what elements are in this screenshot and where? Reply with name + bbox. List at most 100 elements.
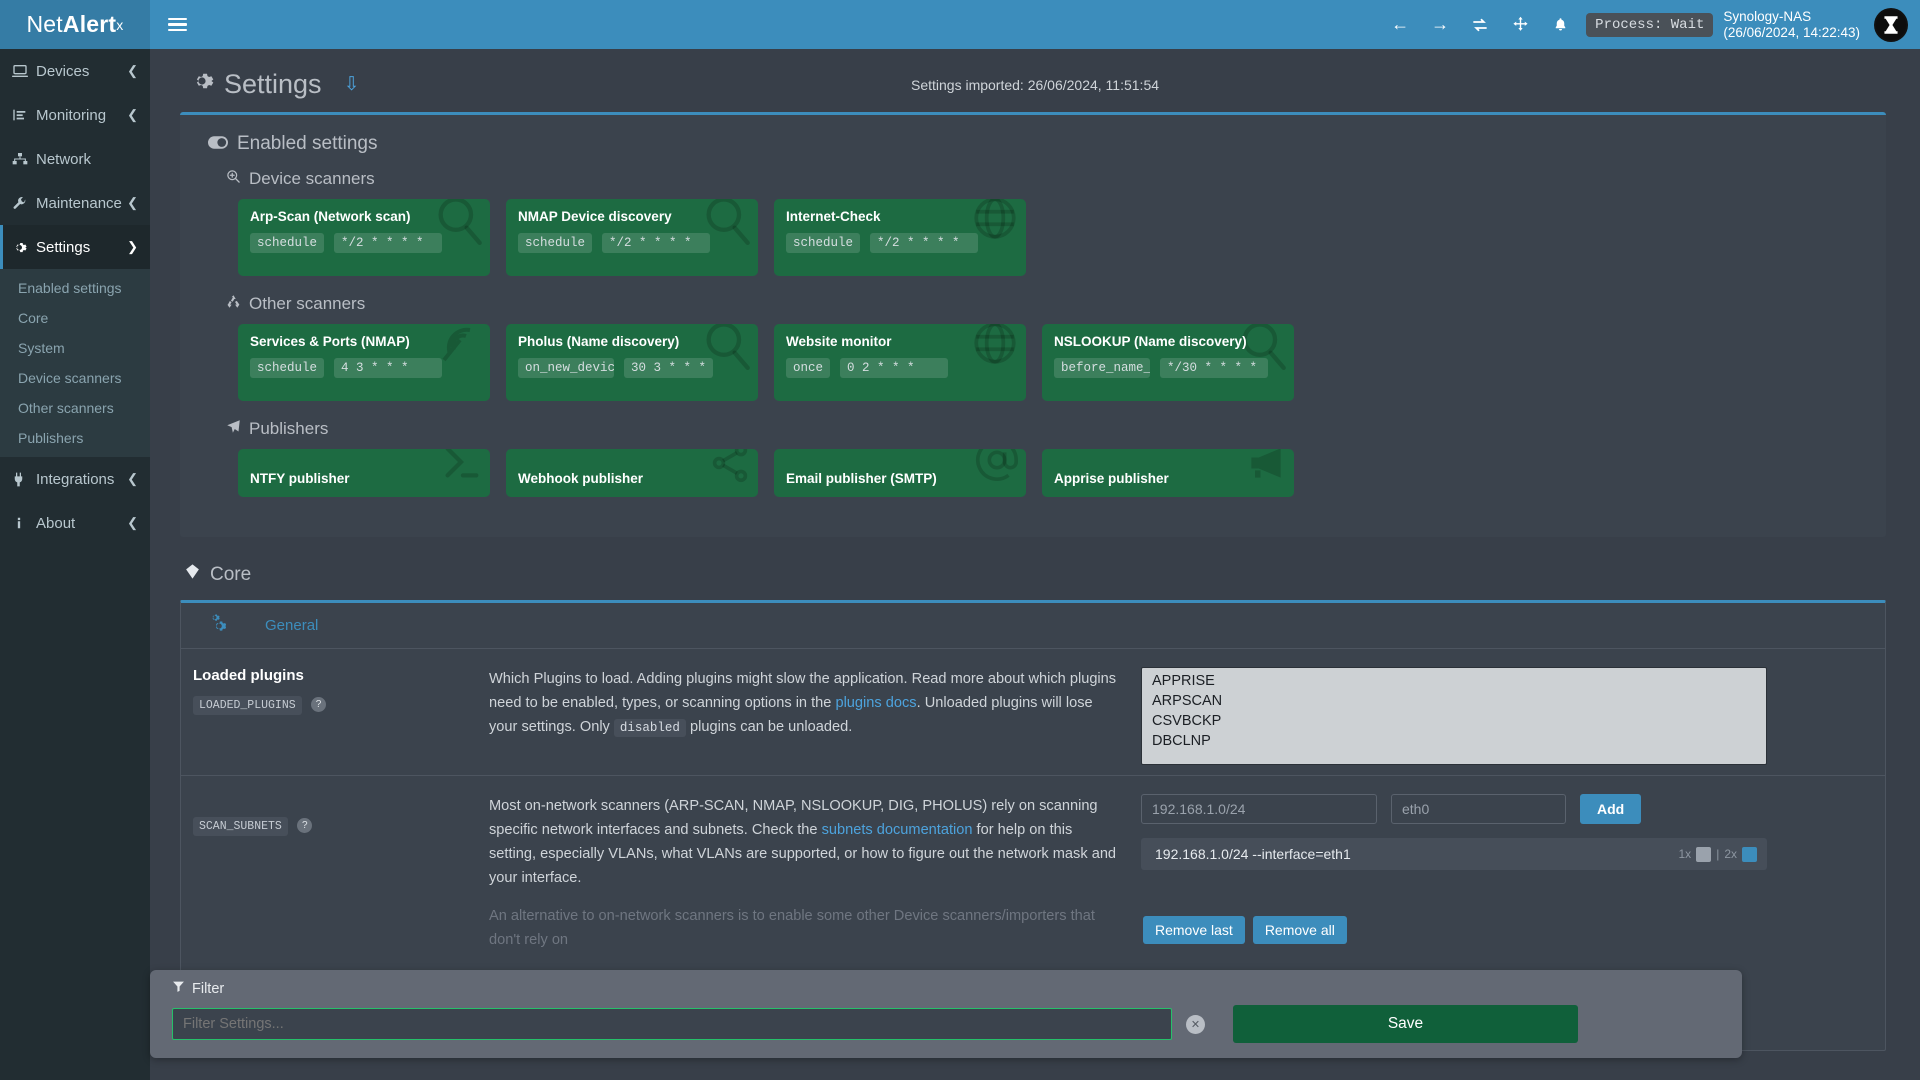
brand-part2: Alert (62, 11, 117, 37)
plug-icon (12, 472, 36, 487)
enabled-settings-label: Enabled settings (237, 133, 378, 154)
sidebar-subitem-other-scanners[interactable]: Other scanners (18, 400, 114, 416)
card-tag-key: before_name_upd (1054, 358, 1150, 378)
card-title: Apprise publisher (1054, 470, 1169, 486)
core-title: Core (184, 563, 1886, 586)
subnet-input[interactable]: 192.168.1.0/24 (1141, 794, 1377, 824)
remove-all-button[interactable]: Remove all (1252, 916, 1347, 944)
sidebar-item-devices[interactable]: Devices ❮ (0, 49, 150, 93)
chevron-double-down-icon[interactable]: ⇩ (343, 74, 360, 95)
sidebar-item-label: Integrations (36, 470, 115, 488)
desc-cut-text: An alternative to on-network scanners is… (489, 908, 1095, 948)
avatar[interactable] (1874, 7, 1908, 42)
sidebar-subitem-core[interactable]: Core (18, 310, 49, 326)
brand-logo[interactable]: Net Alert x (0, 0, 150, 49)
card-tags: once 0 2 * * * (786, 358, 1014, 378)
arrow-right-icon[interactable]: → (1431, 14, 1450, 34)
help-icon[interactable]: ? (311, 697, 327, 712)
sidebar-item-integrations[interactable]: Integrations ❮ (0, 457, 150, 501)
device-scanners-card-row: Arp-Scan (Network scan) schedule */2 * *… (238, 199, 1868, 276)
sidebar-subitem-system[interactable]: System (18, 340, 65, 356)
hamburger-icon[interactable] (150, 0, 204, 49)
gears-icon[interactable] (181, 614, 251, 637)
scanner-card-website-monitor[interactable]: Website monitor once 0 2 * * * (774, 324, 1026, 401)
sidebar-item-about[interactable]: About ❮ (0, 501, 150, 545)
enabled-settings-box: Enabled settings Device scanners Arp-Sca… (180, 112, 1886, 537)
core-label: Core (210, 563, 252, 585)
list-item[interactable]: ARPSCAN (1152, 693, 1223, 709)
chevron-left-icon: ❮ (127, 107, 138, 122)
filter-input[interactable] (172, 1008, 1172, 1040)
publisher-card-webhook[interactable]: Webhook publisher (506, 449, 758, 497)
tab-general[interactable]: General (265, 617, 319, 634)
sidebar-subitem-enabled-settings[interactable]: Enabled settings (18, 280, 122, 296)
publishers-card-row: NTFY publisher Webhook publisher Email p… (238, 449, 1868, 497)
other-scanners-label: Other scanners (249, 294, 366, 313)
sidebar-subitem-publishers[interactable]: Publishers (18, 430, 84, 446)
chart-icon (12, 108, 36, 122)
sidebar-item-settings[interactable]: Settings ❯ (0, 225, 150, 269)
list-item[interactable]: CSVBCKP (1152, 713, 1222, 729)
save-button[interactable]: Save (1233, 1005, 1578, 1043)
scanner-card-pholus[interactable]: Pholus (Name discovery) on_new_device 30… (506, 324, 758, 401)
setting-label-block: Loaded plugins LOADED_PLUGINS ? (181, 667, 481, 765)
loaded-plugins-listbox[interactable]: APPRISE ARPSCAN CSVBCKP DBCLNP (1141, 667, 1767, 765)
card-title: Email publisher (SMTP) (786, 470, 937, 486)
globe-icon (970, 324, 1020, 382)
bell-icon[interactable] (1540, 0, 1580, 49)
publisher-card-apprise[interactable]: Apprise publisher (1042, 449, 1294, 497)
interface-input[interactable]: eth0 (1391, 794, 1566, 824)
move-icon[interactable] (1500, 0, 1540, 49)
setting-row-loaded-plugins: Loaded plugins LOADED_PLUGINS ? Which Pl… (181, 649, 1885, 776)
page-title: Settings ⇩ (190, 69, 359, 100)
desc-part-1: Which Plugins to load. Adding plugins mi… (489, 671, 1117, 711)
copy-icon[interactable] (1696, 846, 1712, 862)
arrow-left-icon[interactable]: ← (1391, 14, 1410, 34)
publisher-card-email[interactable]: Email publisher (SMTP) (774, 449, 1026, 497)
diamond-icon (184, 563, 201, 586)
other-scanners-heading: Other scanners (226, 294, 1868, 314)
sidebar-item-label: Maintenance (36, 194, 122, 212)
chart-mini-icon[interactable] (1742, 846, 1757, 862)
sidebar-item-monitoring[interactable]: Monitoring ❮ (0, 93, 150, 137)
process-status-badge: Process: Wait (1586, 12, 1714, 37)
brand-part1: Net (26, 11, 63, 37)
scanner-card-services-ports[interactable]: Services & Ports (NMAP) schedule 4 3 * *… (238, 324, 490, 401)
desc-part-1: Most on-network scanners (ARP-SCAN, NMAP… (489, 798, 1098, 838)
sitemap-icon (12, 152, 36, 166)
search-plus-icon (226, 169, 241, 189)
search-icon (700, 324, 752, 384)
page-title-text: Settings (224, 69, 322, 99)
main-content: Settings ⇩ Settings imported: 26/06/2024… (150, 49, 1920, 1080)
setting-key: LOADED_PLUGINS (193, 696, 302, 715)
card-tag-key: schedule (250, 233, 325, 253)
card-title: NTFY publisher (250, 470, 350, 486)
subnet-list-item[interactable]: 192.168.1.0/24 --interface=eth1 1x | 2x (1141, 838, 1767, 870)
card-tag-value: 0 2 * * * (840, 358, 949, 378)
publisher-card-ntfy[interactable]: NTFY publisher (238, 449, 490, 497)
brand-superscript: x (116, 16, 124, 33)
refresh-icon[interactable] (1460, 0, 1500, 49)
recycle-icon (226, 294, 241, 314)
chevron-left-icon: ❮ (127, 63, 138, 78)
remove-last-button[interactable]: Remove last (1143, 916, 1245, 944)
scanner-card-nslookup[interactable]: NSLOOKUP (Name discovery) before_name_up… (1042, 324, 1294, 401)
badge-2x: 2x (1724, 847, 1737, 861)
help-icon[interactable]: ? (297, 818, 313, 833)
list-item[interactable]: APPRISE (1152, 673, 1215, 689)
card-tag-value: 4 3 * * * (334, 358, 443, 378)
scanner-card-internet-check[interactable]: Internet-Check schedule */2 * * * * (774, 199, 1026, 276)
plugins-docs-link[interactable]: plugins docs (835, 695, 917, 711)
sidebar-item-network[interactable]: Network (0, 137, 150, 181)
scanner-card-nmap[interactable]: NMAP Device discovery schedule */2 * * *… (506, 199, 758, 276)
sidebar-subitem-device-scanners[interactable]: Device scanners (18, 370, 122, 386)
desc-inline-code: disabled (613, 719, 686, 737)
card-tags: before_name_upd */30 * * * * (1054, 358, 1282, 378)
add-button[interactable]: Add (1580, 794, 1642, 824)
sidebar-item-maintenance[interactable]: Maintenance ❮ (0, 181, 150, 225)
card-tag-key: schedule (250, 358, 325, 378)
list-item[interactable]: DBCLNP (1152, 733, 1211, 749)
subnets-documentation-link[interactable]: subnets documentation (821, 822, 973, 838)
close-icon[interactable]: ✕ (1186, 1014, 1205, 1034)
scanner-card-arpscan[interactable]: Arp-Scan (Network scan) schedule */2 * *… (238, 199, 490, 276)
